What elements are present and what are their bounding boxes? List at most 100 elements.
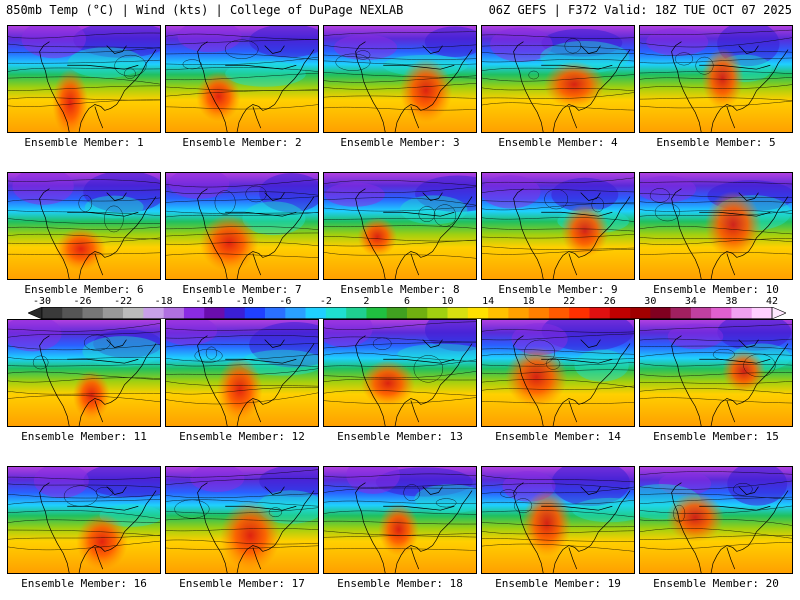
temperature-field-map xyxy=(8,173,160,279)
ensemble-map-panel xyxy=(639,466,793,574)
ensemble-map-panel xyxy=(165,172,319,280)
temperature-field-map xyxy=(166,26,318,132)
temperature-field-map xyxy=(640,26,792,132)
ensemble-map-panel xyxy=(323,466,477,574)
colorbar-tick-label: 34 xyxy=(684,296,697,307)
ensemble-map-panel xyxy=(481,25,635,133)
ensemble-member-label: Ensemble Member: 10 xyxy=(653,283,779,296)
colorbar-tick-label: 6 xyxy=(403,296,411,307)
colorbar-swatch xyxy=(325,307,347,319)
ensemble-map-panel xyxy=(165,25,319,133)
colorbar-tick-label: 18 xyxy=(522,296,535,307)
colorbar-tick-label: 26 xyxy=(603,296,616,307)
colorbar-tick-label: 14 xyxy=(482,296,495,307)
colorbar-tick-label: 30 xyxy=(644,296,657,307)
colorbar-tick-label: -30 xyxy=(32,296,52,307)
colorbar-swatch xyxy=(447,307,469,319)
colorbar-swatch xyxy=(407,307,428,319)
colorbar-tick-label: 42 xyxy=(765,296,779,307)
colorbar-swatch xyxy=(183,307,205,319)
colorbar-swatch xyxy=(386,307,408,319)
ensemble-member-label: Ensemble Member: 3 xyxy=(340,136,460,149)
colorbar-tick-label: 22 xyxy=(563,296,576,307)
ensemble-member-label: Ensemble Member: 19 xyxy=(495,577,621,590)
colorbar-swatch xyxy=(82,307,104,319)
ensemble-member-label: Ensemble Member: 11 xyxy=(21,430,147,443)
colorbar-outline xyxy=(41,307,773,319)
temperature-field-map xyxy=(640,467,792,573)
ensemble-member-label: Ensemble Member: 15 xyxy=(653,430,779,443)
ensemble-map-panel xyxy=(7,172,161,280)
ensemble-member-label: Ensemble Member: 7 xyxy=(182,283,302,296)
colorbar-tick-label: -10 xyxy=(235,296,254,307)
ensemble-map-panel xyxy=(165,319,319,427)
ensemble-map-panel xyxy=(639,25,793,133)
temperature-field-map xyxy=(8,320,160,426)
ensemble-member-label: Ensemble Member: 16 xyxy=(21,577,147,590)
ensemble-member-label: Ensemble Member: 14 xyxy=(495,430,621,443)
colorbar-tick-label: -14 xyxy=(195,296,214,307)
colorbar-swatch xyxy=(42,307,63,319)
colorbar-swatch xyxy=(548,307,570,319)
colorbar-tick-label: 2 xyxy=(363,296,370,307)
colorbar-swatch xyxy=(244,307,266,319)
ensemble-map-panel xyxy=(323,172,477,280)
colorbar-swatch xyxy=(427,307,448,319)
ensemble-member-label: Ensemble Member: 2 xyxy=(182,136,302,149)
ensemble-map-panel xyxy=(7,319,161,427)
colorbar-swatch xyxy=(285,307,306,319)
colorbar-swatch xyxy=(731,307,753,319)
temperature-field-map xyxy=(640,320,792,426)
colorbar-swatch xyxy=(569,307,590,319)
colorbar-min-arrow xyxy=(28,307,43,319)
ensemble-member-label: Ensemble Member: 18 xyxy=(337,577,463,590)
colorbar-swatch xyxy=(589,307,611,319)
colorbar-tick-label: -22 xyxy=(114,296,133,307)
temperature-field-map xyxy=(324,467,476,573)
temperature-field-map xyxy=(166,467,318,573)
temperature-field-map xyxy=(8,26,160,132)
ensemble-map-panel xyxy=(165,466,319,574)
temperature-field-map xyxy=(640,173,792,279)
colorbar-tick-label: -6 xyxy=(279,296,292,307)
colorbar-swatch xyxy=(305,307,327,319)
colorbar-swatch xyxy=(488,307,509,319)
ensemble-map-panel xyxy=(639,319,793,427)
temperature-field-map xyxy=(482,320,634,426)
colorbar-max-arrow xyxy=(771,307,786,319)
colorbar-swatch xyxy=(143,307,164,319)
colorbar-swatch xyxy=(609,307,631,319)
colorbar-swatch xyxy=(650,307,671,319)
colorbar-tick-label: 38 xyxy=(725,296,738,307)
ensemble-map-panel xyxy=(7,466,161,574)
colorbar-swatch xyxy=(630,307,651,319)
ensemble-map-panel xyxy=(481,172,635,280)
colorbar-swatch xyxy=(163,307,185,319)
ensemble-member-label: Ensemble Member: 17 xyxy=(179,577,305,590)
ensemble-member-label: Ensemble Member: 5 xyxy=(656,136,776,149)
colorbar-swatch xyxy=(102,307,124,319)
temperature-field-map xyxy=(166,320,318,426)
colorbar-swatch xyxy=(528,307,550,319)
colorbar-swatch xyxy=(265,307,286,319)
ensemble-map-panel xyxy=(7,25,161,133)
ensemble-map-panel xyxy=(323,319,477,427)
ensemble-member-label: Ensemble Member: 12 xyxy=(179,430,305,443)
ensemble-member-label: Ensemble Member: 6 xyxy=(24,283,144,296)
colorbar-tick-labels: -30 -26 -22 -18 -14 -10 -6 -2 2 6 10 14 18 22 26 30 34 38… xyxy=(28,296,786,308)
ensemble-map-panel xyxy=(323,25,477,133)
ensemble-map-panel xyxy=(481,466,635,574)
colorbar-tick-label: -26 xyxy=(73,296,92,307)
temperature-field-map xyxy=(482,26,634,132)
temperature-field-map xyxy=(324,320,476,426)
colorbar-swatch xyxy=(508,307,529,319)
colorbar-swatch xyxy=(123,307,144,319)
temperature-field-map xyxy=(482,467,634,573)
ensemble-member-label: Ensemble Member: 4 xyxy=(498,136,618,149)
colorbar-swatch xyxy=(690,307,712,319)
colorbar-swatch xyxy=(62,307,83,319)
ensemble-member-label: Ensemble Member: 1 xyxy=(24,136,144,149)
colorbar-tick-label: 10 xyxy=(441,296,454,307)
ensemble-member-label: Ensemble Member: 13 xyxy=(337,430,463,443)
ensemble-member-label: Ensemble Member: 9 xyxy=(498,283,618,296)
